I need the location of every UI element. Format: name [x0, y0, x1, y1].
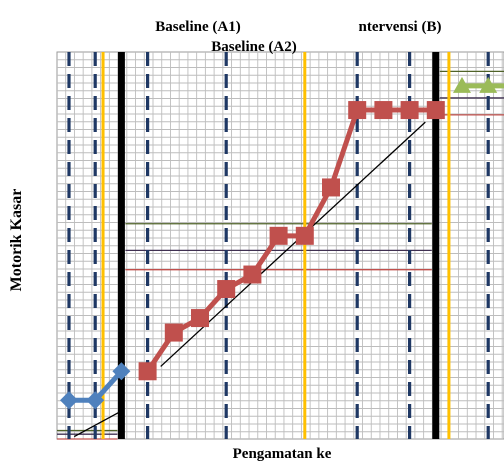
data-point	[243, 265, 262, 284]
data-point	[426, 101, 445, 120]
data-point	[60, 391, 78, 410]
series	[60, 76, 504, 410]
series-a1	[60, 362, 131, 410]
data-point	[269, 226, 288, 245]
data-point	[374, 101, 393, 120]
x-axis-label: Pengamatan ke	[233, 446, 332, 462]
data-point	[479, 76, 498, 93]
data-point	[295, 226, 314, 245]
series-b	[138, 101, 445, 381]
data-point	[138, 362, 157, 381]
phase-label-baseline-a1: Baseline (A1)	[155, 19, 240, 35]
data-point	[322, 178, 340, 197]
data-point	[217, 280, 236, 299]
trend-line-a1	[73, 411, 120, 438]
data-point	[453, 76, 471, 93]
phase-label-intervensi-b: ntervensi (B)	[359, 19, 442, 35]
series-a2	[453, 76, 504, 93]
data-point	[348, 101, 367, 120]
phase-marker-lines	[67, 52, 490, 439]
data-point	[191, 309, 209, 328]
level-lines	[57, 70, 504, 440]
data-point	[86, 391, 105, 410]
data-point	[112, 362, 131, 381]
data-point	[400, 101, 419, 120]
phase-label-baseline-a2: Baseline (A2)	[211, 39, 296, 55]
y-axis-label: Motorik Kasar	[8, 189, 25, 292]
data-point	[164, 323, 183, 342]
